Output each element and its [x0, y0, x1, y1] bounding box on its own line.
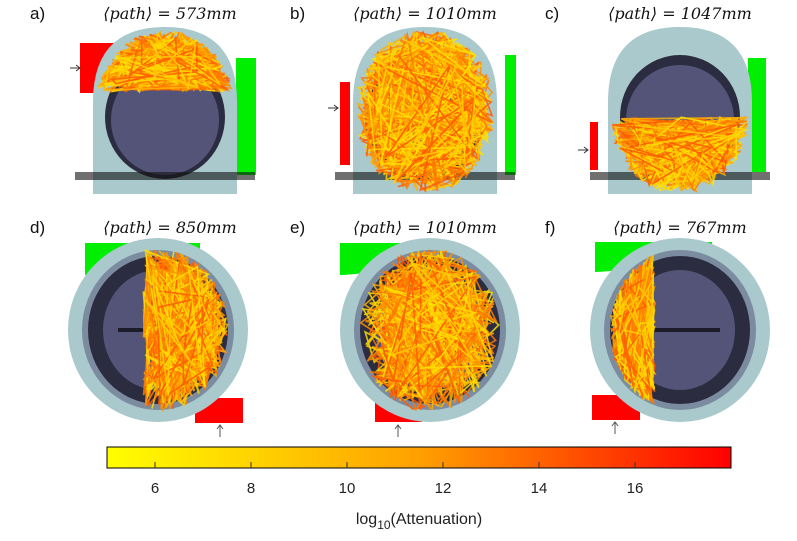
photon-path: [144, 265, 207, 387]
photon-path: [379, 260, 493, 410]
panel-label: a): [30, 4, 45, 23]
colorbar-tick-label: 16: [627, 480, 644, 497]
photon-path: [152, 290, 214, 398]
panel-e: e) ⟨path⟩ = 1010mm: [290, 218, 520, 437]
photon-path: [144, 267, 224, 391]
mean-path-label: ⟨path⟩ = 573mm: [103, 4, 236, 23]
panel-label: d): [30, 218, 45, 237]
colorbar-tick-label: 12: [435, 480, 452, 497]
mean-path-label: ⟨path⟩ = 767mm: [613, 218, 746, 237]
detector-marker: [236, 58, 256, 175]
panel-f: f) ⟨path⟩ = 767mm: [545, 218, 770, 434]
panel-c: c) ⟨path⟩ = 1047mm: [545, 4, 770, 194]
photon-path: [121, 31, 222, 92]
panel-label: f): [545, 218, 555, 237]
photon-path: [638, 123, 747, 183]
panel-a: a) ⟨path⟩ = 573mm: [30, 4, 256, 194]
colorbar-label: log10(Attenuation): [356, 511, 482, 532]
source-arrow-icon: [611, 421, 619, 434]
mean-path-label: ⟨path⟩ = 1010mm: [353, 4, 497, 23]
photon-path: [371, 253, 478, 393]
detector-marker: [748, 58, 766, 172]
panel-b: b) ⟨path⟩ = 1010mm: [290, 4, 516, 194]
photon-path: [363, 32, 484, 181]
photon-path: [389, 255, 489, 362]
colorbar-tick-label: 14: [531, 480, 548, 497]
photon-path: [612, 276, 655, 391]
photon-path: [379, 271, 491, 408]
colorbar: 6 8 10 12 14 16 log10(Attenuation): [106, 446, 732, 532]
photon-path: [147, 256, 221, 402]
photon-path: [370, 278, 497, 412]
source-arrow-icon: [70, 64, 81, 72]
mean-path-label: ⟨path⟩ = 850mm: [103, 218, 236, 237]
photon-path: [613, 279, 651, 398]
colorbar-tick-label: 10: [339, 480, 356, 497]
source-marker: [340, 82, 350, 165]
source-arrow-icon: [394, 424, 402, 437]
source-arrow-icon: [216, 424, 224, 437]
colorbar-gradient: [106, 446, 732, 469]
head-brain-tissue: [111, 65, 219, 175]
mean-path-label: ⟨path⟩ = 1047mm: [608, 4, 752, 23]
photon-path: [377, 38, 485, 185]
head-airspace: [75, 172, 255, 180]
source-arrow-icon: [328, 104, 339, 112]
colorbar-tick-label: 8: [247, 480, 255, 497]
panel-label: c): [545, 4, 559, 23]
source-arrow-icon: [578, 146, 589, 154]
mean-path-label: ⟨path⟩ = 1010mm: [353, 218, 497, 237]
detector-marker: [505, 55, 516, 175]
colorbar-tick-label: 6: [151, 480, 159, 497]
panel-d: d) ⟨path⟩ = 850mm: [30, 218, 248, 437]
panel-label: e): [290, 218, 305, 237]
source-marker: [590, 122, 598, 170]
photon-path: [367, 33, 476, 183]
panel-label: b): [290, 4, 305, 23]
